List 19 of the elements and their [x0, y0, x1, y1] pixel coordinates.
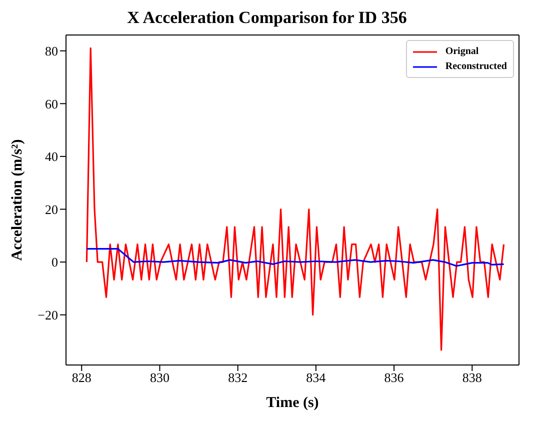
- x-tick-label: 832: [228, 370, 248, 386]
- x-tick-label: 834: [306, 370, 326, 386]
- y-tick-label: −20: [38, 307, 58, 322]
- line-series: [86, 47, 505, 351]
- chart-title: X Acceleration Comparison for ID 356: [126, 8, 408, 29]
- y-tick-label: 40: [45, 149, 58, 164]
- y-tick-label: 0: [52, 254, 58, 270]
- x-tick-label: 830: [150, 370, 170, 386]
- legend-label: Reconstructed: [445, 60, 507, 74]
- y-tick-label: 80: [45, 43, 58, 58]
- y-tick-label: 20: [45, 202, 58, 217]
- line-series: [86, 248, 505, 267]
- y-tick-label: 60: [45, 96, 58, 112]
- legend-label: Orignal: [445, 45, 479, 59]
- x-tick-label: 838: [462, 370, 482, 386]
- x-tick-label: 828: [72, 370, 92, 386]
- x-axis-title: Time (s): [266, 395, 319, 411]
- x-tick-label: 836: [384, 370, 404, 386]
- y-axis-title: Acceleration (m/s²): [9, 139, 26, 261]
